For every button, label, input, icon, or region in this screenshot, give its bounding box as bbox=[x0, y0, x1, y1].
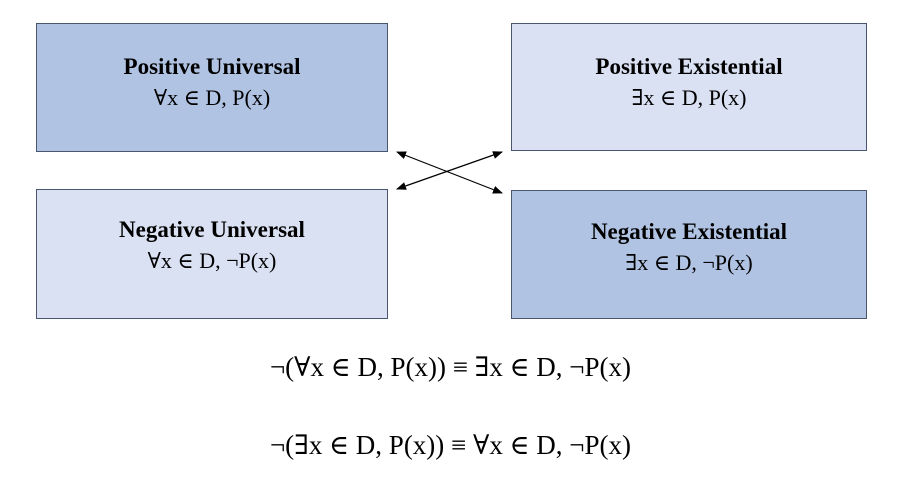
positive-universal-box: Positive Universal ∀x ∈ D, P(x) bbox=[36, 23, 388, 152]
negation-of-existential-equation: ¬(∃x ∈ D, P(x)) ≡ ∀x ∈ D, ¬P(x) bbox=[269, 430, 632, 460]
arrow-existential-to-universal-negation bbox=[396, 151, 503, 190]
arrow-universal-to-existential-negation bbox=[396, 151, 503, 194]
negative-universal-formula: ∀x ∈ D, ¬P(x) bbox=[147, 248, 277, 273]
positive-existential-title: Positive Existential bbox=[595, 54, 783, 79]
negative-existential-title: Negative Existential bbox=[590, 219, 788, 244]
negative-existential-formula: ∃x ∈ D, ¬P(x) bbox=[625, 250, 753, 275]
negative-universal-title: Negative Universal bbox=[119, 217, 305, 242]
negative-existential-box: Negative Existential ∃x ∈ D, ¬P(x) bbox=[511, 190, 867, 319]
positive-universal-formula: ∀x ∈ D, P(x) bbox=[153, 85, 271, 110]
positive-existential-formula: ∃x ∈ D, P(x) bbox=[631, 85, 747, 110]
negative-universal-box: Negative Universal ∀x ∈ D, ¬P(x) bbox=[36, 189, 388, 319]
positive-universal-title: Positive Universal bbox=[123, 54, 301, 79]
negation-of-universal-equation: ¬(∀x ∈ D, P(x)) ≡ ∃x ∈ D, ¬P(x) bbox=[269, 352, 632, 382]
positive-existential-box: Positive Existential ∃x ∈ D, P(x) bbox=[511, 23, 867, 151]
